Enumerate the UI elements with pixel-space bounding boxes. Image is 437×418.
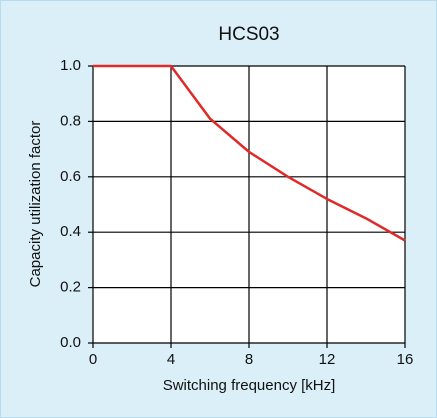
y-tick-label: 0.8 — [60, 112, 81, 129]
x-tick-label: 8 — [245, 351, 253, 368]
data-line — [93, 64, 406, 242]
y-tick-label: 0.4 — [60, 223, 81, 240]
y-tick-label: 1.0 — [60, 57, 81, 74]
x-tick-label: 4 — [167, 351, 175, 368]
chart-title: HCS03 — [218, 24, 279, 45]
x-tick-label: 16 — [397, 351, 414, 368]
y-tick-label: 0.2 — [60, 279, 81, 296]
y-tick-label: 0.0 — [60, 334, 81, 351]
y-tick-label: 0.6 — [60, 168, 81, 185]
y-axis-label: Capacity utilization factor — [27, 121, 44, 288]
x-tick-label: 0 — [89, 351, 97, 368]
x-axis-label: Switching frequency [kHz] — [163, 377, 336, 394]
x-tick-label: 12 — [319, 351, 336, 368]
